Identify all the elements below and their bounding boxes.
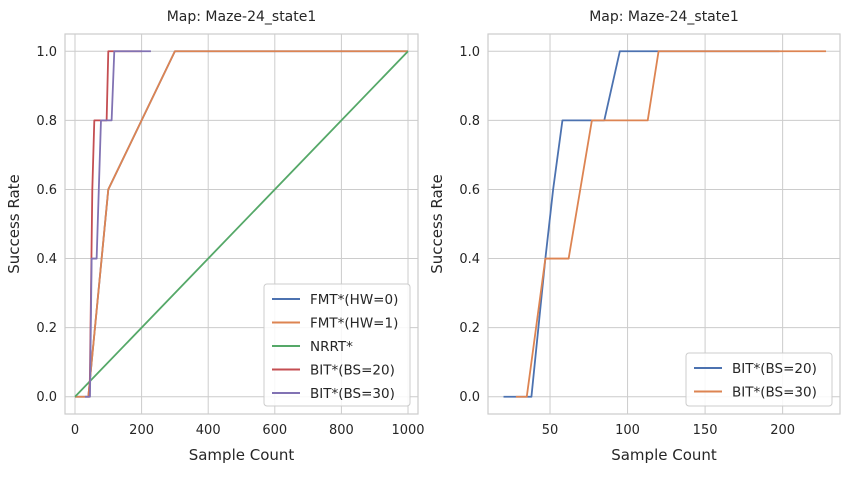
series-line-1 — [503, 50, 780, 398]
legend-entry: NRRT* — [310, 339, 353, 355]
y-tick-label: 0.8 — [459, 114, 480, 129]
legend: BIT*(BS=20) BIT*(BS=30) — [685, 352, 833, 407]
y-tick-label: 0.4 — [459, 252, 480, 267]
series-line-5 — [84, 50, 151, 398]
legend-entry: BIT*(BS=20) — [732, 361, 817, 377]
y-axis-label: Success Rate — [5, 174, 23, 274]
chart-title: Map: Maze-24_state1 — [167, 9, 317, 25]
y-axis-label: Success Rate — [428, 174, 446, 274]
series-line-2 — [74, 50, 409, 398]
x-axis-label: Sample Count — [189, 446, 295, 464]
x-tick-label: 800 — [329, 423, 354, 438]
legend-entry: BIT*(BS=30) — [310, 386, 395, 402]
y-tick-label: 0.2 — [36, 321, 57, 336]
y-tick-label: 0.0 — [459, 390, 480, 405]
series-line-3 — [74, 50, 409, 398]
legend: FMT*(HW=0) FMT*(HW=1) NRRT* BIT*(BS=20) BIT*… — [263, 283, 411, 407]
x-tick-label: 400 — [196, 423, 221, 438]
legend-entry: BIT*(BS=20) — [310, 363, 395, 379]
y-tick-label: 0.2 — [459, 321, 480, 336]
x-axis-label: Sample Count — [611, 446, 717, 464]
y-tick-label: 0.6 — [459, 183, 480, 198]
plot-frame — [487, 33, 841, 415]
plot-frame — [64, 33, 419, 415]
legend-entry: FMT*(HW=0) — [310, 292, 398, 308]
x-tick-label: 1000 — [391, 423, 424, 438]
y-tick-label: 0.4 — [36, 252, 57, 267]
x-tick-label: 150 — [693, 423, 718, 438]
series-line-2 — [515, 50, 827, 398]
x-tick-label: 100 — [615, 423, 640, 438]
legend-entry: BIT*(BS=30) — [732, 385, 817, 401]
y-tick-label: 0.6 — [36, 183, 57, 198]
legend-box — [685, 352, 833, 407]
chart-title: Map: Maze-24_state1 — [589, 9, 739, 25]
chart-panel-1: 0 200 400 600 800 1000 0.0 0.2 0.4 0.6 0.8 1.0 Map: … — [5, 9, 425, 464]
y-tick-label: 1.0 — [36, 45, 57, 60]
x-tick-label: 200 — [129, 423, 154, 438]
x-tick-label: 0 — [71, 423, 79, 438]
x-tick-label: 600 — [262, 423, 287, 438]
legend-entry: FMT*(HW=1) — [310, 316, 398, 332]
chart-panel-2: 50 100 150 200 0.0 0.2 0.4 0.6 0.8 1.0 Map: Maze-2… — [428, 9, 841, 464]
x-tick-label: 50 — [542, 423, 559, 438]
y-tick-label: 0.8 — [36, 114, 57, 129]
y-tick-label: 1.0 — [459, 45, 480, 60]
x-tick-label: 200 — [770, 423, 795, 438]
legend-box — [263, 283, 411, 407]
y-tick-label: 0.0 — [36, 390, 57, 405]
series-line-4 — [88, 50, 142, 398]
